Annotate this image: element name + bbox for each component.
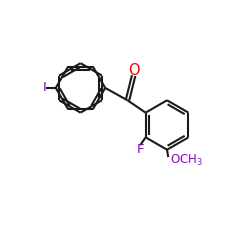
Text: I: I <box>43 82 46 94</box>
Text: O: O <box>128 62 140 78</box>
Text: F: F <box>136 143 144 156</box>
Text: OCH$_3$: OCH$_3$ <box>170 153 203 168</box>
